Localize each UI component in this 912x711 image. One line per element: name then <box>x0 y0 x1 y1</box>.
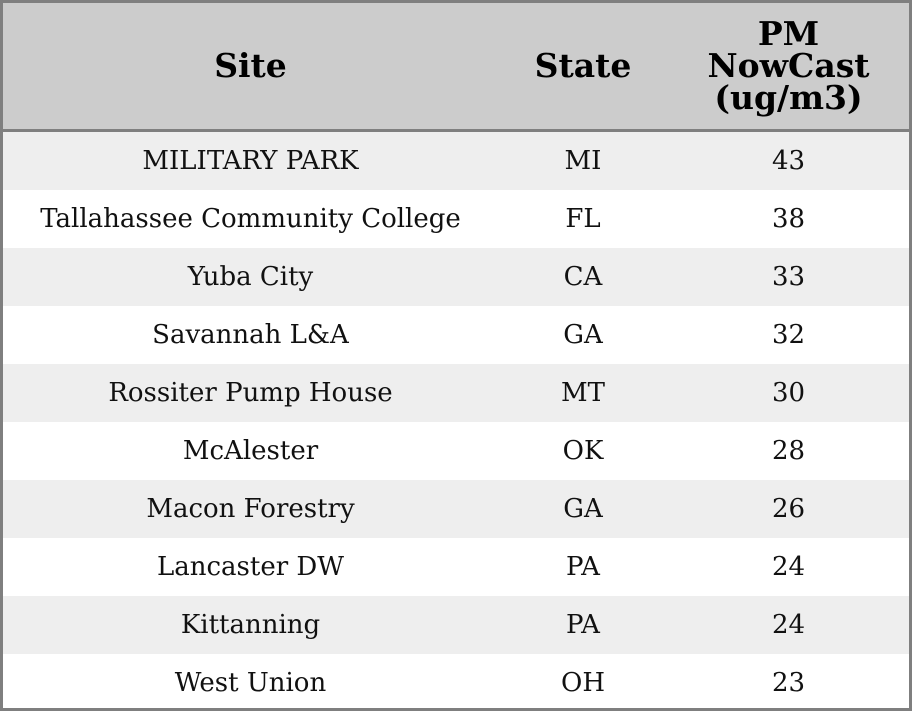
site-cell: Tallahassee Community College <box>3 190 498 248</box>
table-row: Macon Forestry GA 26 <box>3 480 909 538</box>
table-body: MILITARY PARK MI 43 Tallahassee Community C… <box>3 130 909 708</box>
state-cell: CA <box>498 248 668 306</box>
header-state: State <box>498 3 668 132</box>
header-site: Site <box>3 3 498 132</box>
header-pm-line-3: (ug/m3) <box>714 78 863 117</box>
header-pm-line-1: PM <box>757 14 820 53</box>
pm-value-cell: 24 <box>668 596 909 654</box>
table-row: Savannah L&A GA 32 <box>3 306 909 364</box>
table-row: MILITARY PARK MI 43 <box>3 130 909 190</box>
state-cell: FL <box>498 190 668 248</box>
header-pm-nowcast: PM NowCast (ug/m3) <box>668 3 909 132</box>
header-row: Site State PM NowCast (ug/m3) <box>3 3 909 132</box>
pm-value-cell: 30 <box>668 364 909 422</box>
table-row: Yuba City CA 33 <box>3 248 909 306</box>
table-header: Site State PM NowCast (ug/m3) <box>3 3 909 132</box>
table-row: Rossiter Pump House MT 30 <box>3 364 909 422</box>
table-row: West Union OH 23 <box>3 654 909 708</box>
state-cell: OH <box>498 654 668 708</box>
state-cell: OK <box>498 422 668 480</box>
table-row: Tallahassee Community College FL 38 <box>3 190 909 248</box>
table-row: Lancaster DW PA 24 <box>3 538 909 596</box>
pm-value-cell: 32 <box>668 306 909 364</box>
header-pm-line-2: NowCast <box>707 46 870 85</box>
state-cell: GA <box>498 480 668 538</box>
pm-value-cell: 26 <box>668 480 909 538</box>
state-cell: PA <box>498 596 668 654</box>
pm-value-cell: 38 <box>668 190 909 248</box>
site-cell: Rossiter Pump House <box>3 364 498 422</box>
pm-value-cell: 23 <box>668 654 909 708</box>
site-cell: Savannah L&A <box>3 306 498 364</box>
state-cell: GA <box>498 306 668 364</box>
site-cell: McAlester <box>3 422 498 480</box>
site-cell: Yuba City <box>3 248 498 306</box>
site-cell: West Union <box>3 654 498 708</box>
state-cell: PA <box>498 538 668 596</box>
table-row: McAlester OK 28 <box>3 422 909 480</box>
site-cell: Lancaster DW <box>3 538 498 596</box>
pm-nowcast-table: Site State PM NowCast (ug/m3) MILITARY P… <box>3 3 909 708</box>
site-cell: MILITARY PARK <box>3 130 498 190</box>
site-cell: Kittanning <box>3 596 498 654</box>
pm-value-cell: 43 <box>668 130 909 190</box>
pm-value-cell: 24 <box>668 538 909 596</box>
state-cell: MI <box>498 130 668 190</box>
state-cell: MT <box>498 364 668 422</box>
table-row: Kittanning PA 24 <box>3 596 909 654</box>
site-cell: Macon Forestry <box>3 480 498 538</box>
pm-value-cell: 28 <box>668 422 909 480</box>
pm-value-cell: 33 <box>668 248 909 306</box>
